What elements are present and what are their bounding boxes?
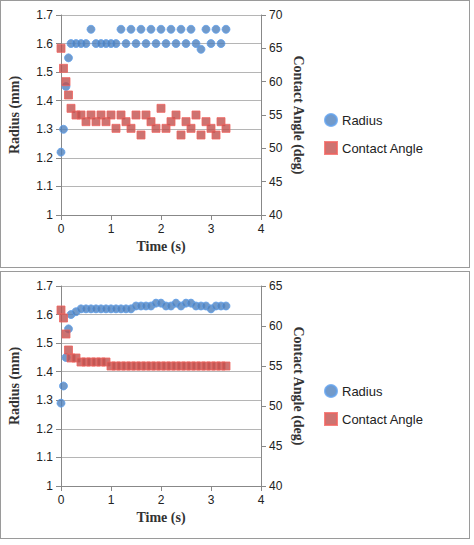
svg-text:50: 50 bbox=[269, 399, 283, 413]
svg-text:1.5: 1.5 bbox=[36, 336, 53, 350]
svg-text:1: 1 bbox=[46, 208, 53, 222]
svg-text:55: 55 bbox=[269, 108, 283, 122]
svg-text:Radius (mm): Radius (mm) bbox=[7, 347, 23, 426]
svg-text:70: 70 bbox=[269, 8, 283, 22]
svg-text:65: 65 bbox=[269, 41, 283, 55]
svg-text:1.2: 1.2 bbox=[36, 422, 53, 436]
svg-text:1.5: 1.5 bbox=[36, 65, 53, 79]
svg-text:4: 4 bbox=[258, 493, 265, 507]
svg-text:1.3: 1.3 bbox=[36, 122, 53, 136]
svg-text:Radius (mm): Radius (mm) bbox=[7, 76, 23, 155]
svg-text:1: 1 bbox=[108, 493, 115, 507]
svg-text:1.4: 1.4 bbox=[36, 365, 53, 379]
svg-text:40: 40 bbox=[269, 479, 283, 493]
svg-text:3: 3 bbox=[208, 493, 215, 507]
svg-text:45: 45 bbox=[269, 439, 283, 453]
svg-text:Radius: Radius bbox=[342, 113, 383, 128]
svg-text:3: 3 bbox=[208, 222, 215, 236]
svg-text:Contact Angle: Contact Angle bbox=[342, 141, 423, 156]
svg-text:1.4: 1.4 bbox=[36, 94, 53, 108]
svg-text:1: 1 bbox=[46, 479, 53, 493]
svg-text:Contact Angle (deg): Contact Angle (deg) bbox=[290, 327, 306, 446]
svg-text:60: 60 bbox=[269, 319, 283, 333]
svg-text:60: 60 bbox=[269, 75, 283, 89]
svg-text:Time (s): Time (s) bbox=[136, 239, 185, 255]
svg-text:1.7: 1.7 bbox=[36, 279, 53, 293]
svg-text:1: 1 bbox=[108, 222, 115, 236]
svg-text:Radius: Radius bbox=[342, 384, 383, 399]
svg-text:2: 2 bbox=[158, 222, 165, 236]
svg-text:45: 45 bbox=[269, 175, 283, 189]
svg-text:1.2: 1.2 bbox=[36, 151, 53, 165]
svg-text:1.7: 1.7 bbox=[36, 8, 53, 22]
svg-text:2: 2 bbox=[158, 493, 165, 507]
svg-text:1.6: 1.6 bbox=[36, 37, 53, 51]
svg-text:50: 50 bbox=[269, 141, 283, 155]
svg-text:55: 55 bbox=[269, 359, 283, 373]
svg-text:1.1: 1.1 bbox=[36, 179, 53, 193]
svg-text:1.6: 1.6 bbox=[36, 308, 53, 322]
svg-text:Contact Angle (deg): Contact Angle (deg) bbox=[290, 56, 306, 175]
svg-text:0: 0 bbox=[58, 493, 65, 507]
svg-text:1.1: 1.1 bbox=[36, 450, 53, 464]
svg-text:40: 40 bbox=[269, 208, 283, 222]
svg-text:65: 65 bbox=[269, 279, 283, 293]
svg-text:1.3: 1.3 bbox=[36, 393, 53, 407]
svg-text:Time (s): Time (s) bbox=[136, 510, 185, 526]
svg-text:0: 0 bbox=[58, 222, 65, 236]
svg-text:4: 4 bbox=[258, 222, 265, 236]
svg-text:Contact Angle: Contact Angle bbox=[342, 412, 423, 427]
